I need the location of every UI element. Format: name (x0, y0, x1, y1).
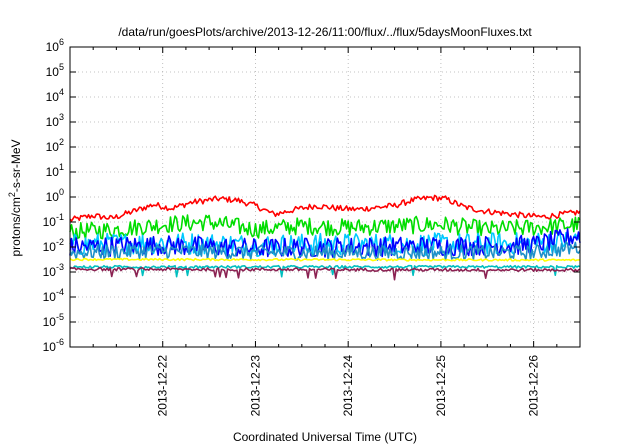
x-tick-label: 2013-12-25 (434, 355, 448, 417)
series-line-1 (69, 194, 581, 222)
series-line-6 (69, 257, 581, 262)
x-tick-label: 2013-12-23 (248, 355, 262, 417)
series-layer (69, 194, 581, 281)
y-tick-label: 103 (46, 112, 64, 129)
y-tick-label: 101 (46, 162, 64, 179)
y-tick-label: 10-6 (43, 337, 64, 354)
y-tick-label: 106 (46, 37, 64, 54)
x-axis-label: Coordinated Universal Time (UTC) (233, 430, 417, 444)
y-tick-label: 104 (46, 87, 64, 104)
grid (70, 47, 580, 347)
y-axis-label-prefix: protons/cm (9, 197, 23, 256)
series-line-8 (69, 266, 581, 281)
series-line-5 (69, 240, 581, 261)
y-tick-label: 10-3 (43, 262, 64, 279)
y-tick-label: 10-2 (43, 237, 64, 254)
y-axis-label: protons/cm2-s-sr-MeV (7, 139, 23, 256)
y-tick-label: 10-1 (43, 212, 64, 229)
svg-text:protons/cm2-s-sr-MeV: protons/cm2-s-sr-MeV (7, 139, 23, 256)
y-tick-label: 10-4 (43, 287, 64, 304)
y-tick-label: 10-5 (43, 312, 64, 329)
x-tick-label: 2013-12-24 (341, 355, 355, 417)
series-line-2 (69, 214, 581, 241)
y-axis-label-sup: 2 (7, 192, 17, 197)
y-tick-label: 100 (46, 187, 64, 204)
y-tick-label: 102 (46, 137, 64, 154)
x-tick-label: 2013-12-22 (156, 355, 170, 417)
y-axis-label-suffix: -s-sr-MeV (9, 139, 23, 192)
chart-title: /data/run/goesPlots/archive/2013-12-26/1… (118, 25, 532, 39)
x-tick-label: 2013-12-26 (527, 355, 541, 417)
y-tick-label: 105 (46, 62, 64, 79)
ticks: 10-6 10-5 10-4 10-3 10-2 10-1 100 101 102 103 104 1… (43, 37, 581, 417)
